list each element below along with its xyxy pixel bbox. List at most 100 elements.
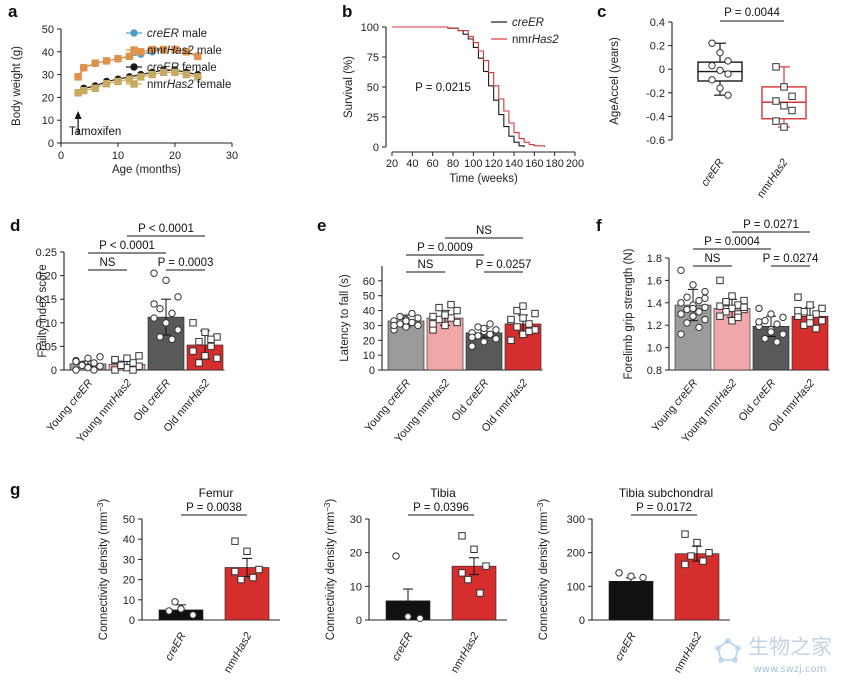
data-point [486,330,494,339]
data-point [441,321,449,330]
legend-label: creER female [147,62,217,74]
tamoxifen-arrow-head [74,111,82,119]
x-tick-label: 20 [386,158,398,170]
data-point [525,320,533,328]
legend-marker [130,29,138,37]
x-tick-label: 200 [566,158,584,170]
data-point [695,323,703,332]
legend-label: creER [512,17,544,29]
data-point [728,304,736,313]
y-tick-label: 0 [48,138,54,150]
y-tick-label: -0.4 [646,111,665,123]
data-point [189,347,197,355]
panel-letter-e: e [317,216,326,235]
legend-label: creER male [147,28,207,40]
comparison-label: NS [418,259,434,271]
data-point [189,611,197,619]
y-tick-label: 40 [123,534,135,546]
data-point [689,312,697,320]
data-point [677,330,685,338]
y-tick-label: 100 [567,581,585,593]
data-point [740,296,748,305]
y-tick-label: 30 [42,70,54,82]
y-tick-label: 0.4 [650,17,665,29]
panel-a-x-axis-label: Age (months) [112,164,181,176]
data-point [480,338,488,346]
data-point [681,530,689,538]
data-point [168,335,176,344]
x-tick-label: 120 [484,158,502,170]
data-point [429,326,437,334]
data-point [701,315,709,324]
data-point [788,92,796,101]
data-point [458,569,466,577]
data-point [201,352,209,360]
y-tick-label: 20 [350,548,362,560]
logo-atom [715,645,721,651]
data-point [468,342,476,350]
data-point [102,57,111,65]
panel-letter-b: b [342,2,352,21]
data-point [716,84,724,92]
data-point [767,310,775,318]
data-point [772,117,780,125]
data-point [201,328,209,336]
y-tick-label: 75 [367,52,379,64]
data-point [90,366,98,374]
panel-d-y-axis-label: Frailty index score [37,264,49,357]
data-point [402,317,410,325]
data-point [231,537,239,545]
data-point [404,612,412,621]
y-tick-label: 0 [129,615,135,627]
panel-g2-chart: 0 10 20 30 Connectivity density (mm−3) Tibia c… [323,486,507,675]
data-point [818,304,826,313]
data-point [74,73,82,81]
category-label: nmrHas2 [672,631,705,676]
x-tick-label: 40 [406,158,418,170]
data-point [701,287,709,296]
data-point [114,54,122,63]
data-point [111,355,119,364]
data-point [408,309,416,318]
data-point [531,326,539,334]
data-point [788,106,796,115]
data-point [681,560,689,569]
y-tick-label: 0 [659,64,665,76]
comparison-label: P = 0.0172 [636,502,692,514]
legend-marker [130,63,138,71]
category-label: nmrHas2 [222,631,255,676]
panel-g2-title: Tibia [430,486,456,500]
comparison-label: P < 0.0001 [138,223,194,235]
y-tick-label: 10 [42,115,54,127]
y-tick-label: 0 [369,365,375,377]
data-point [716,276,724,285]
y-tick-label: 0.8 [647,365,662,377]
data-point [794,293,802,301]
y-tick-label: 300 [567,514,585,526]
data-point [716,66,724,75]
x-tick-label: 60 [427,158,439,170]
legend-label: nmrHas2 female [147,79,231,91]
panel-c-chart: -0.6 -0.4 -0.2 0 0.2 0.4 AgeAccel (years) creER… [609,7,807,200]
data-point [683,319,691,327]
y-tick-label: 0.20 [36,271,57,283]
panel-letter-f: f [596,216,602,235]
category-label: nmrHas2 [755,157,790,200]
data-point [137,73,145,81]
data-point [677,310,685,318]
watermark: 生物之家 www.swzj.com [715,635,832,675]
y-tick-label: 0 [579,615,585,627]
panel-letter-g: g [10,480,20,499]
category-label: creER [699,157,726,189]
comparison-label: P < 0.0001 [99,240,155,252]
y-tick-label: 0 [356,615,362,627]
data-point [102,80,111,88]
data-point [761,317,769,325]
tamoxifen-label: Tamoxifen [69,126,121,138]
data-point [237,575,245,584]
data-point [123,354,131,362]
panel-e-y-axis-label: Latency to fall (s) [339,274,351,362]
data-point [470,545,478,553]
